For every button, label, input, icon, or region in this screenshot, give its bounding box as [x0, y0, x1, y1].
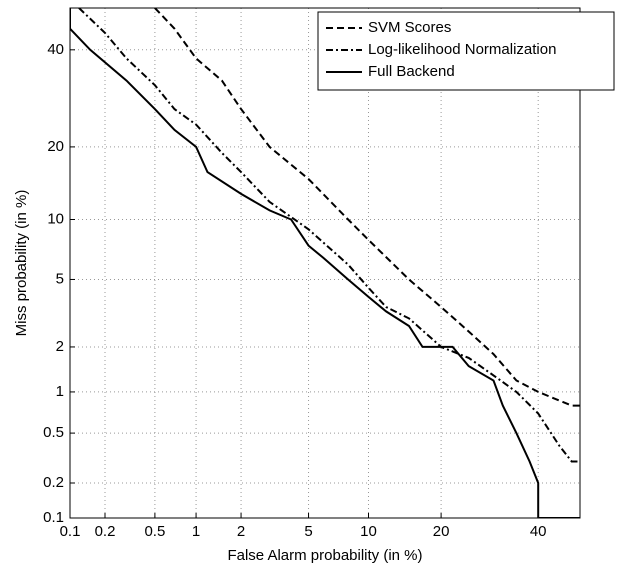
y-tick-label: 1 — [56, 383, 64, 400]
x-axis-label: False Alarm probability (in %) — [227, 547, 422, 564]
det-curve — [154, 8, 580, 407]
det-curve — [78, 8, 580, 463]
plot-frame — [69, 7, 581, 519]
x-tick-label: 1 — [192, 523, 200, 540]
x-tick-label: 0.2 — [95, 523, 116, 540]
x-tick-label: 0.5 — [144, 523, 165, 540]
y-tick-label: 40 — [47, 41, 64, 58]
det-curve — [70, 8, 580, 518]
x-tick-label: 20 — [433, 523, 450, 540]
y-tick-label: 5 — [56, 270, 64, 287]
legend-label: SVM Scores — [368, 19, 451, 36]
y-tick-label: 0.5 — [43, 424, 64, 441]
y-tick-label: 2 — [56, 338, 64, 355]
y-tick-label: 20 — [47, 138, 64, 155]
y-tick-label: 10 — [47, 210, 64, 227]
x-tick-label: 40 — [530, 523, 547, 540]
y-tick-label: 0.2 — [43, 474, 64, 491]
x-tick-label: 5 — [304, 523, 312, 540]
legend-box — [317, 11, 615, 91]
legend-label: Log-likelihood Normalization — [368, 41, 556, 58]
y-tick-label: 0.1 — [43, 509, 64, 526]
legend-label: Full Backend — [368, 63, 455, 80]
x-tick-label: 2 — [237, 523, 245, 540]
x-tick-label: 10 — [360, 523, 377, 540]
y-axis-label: Miss probability (in %) — [13, 190, 30, 337]
x-tick-label: 0.1 — [60, 523, 81, 540]
